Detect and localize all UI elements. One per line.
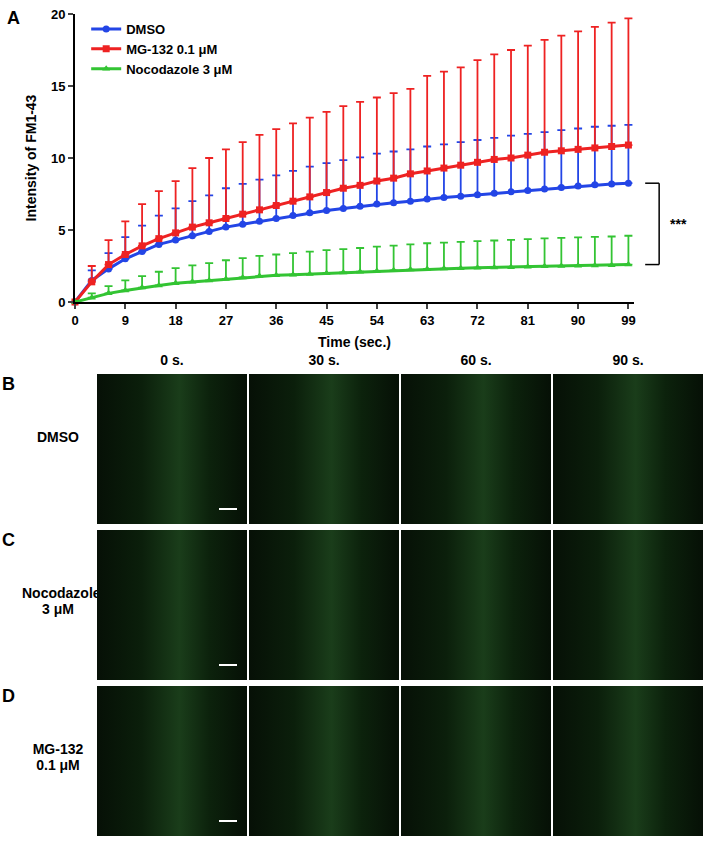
- svg-text:Nocodazole 3 μM: Nocodazole 3 μM: [126, 62, 232, 77]
- html-text:D: D: [2, 686, 15, 706]
- svg-text:45: 45: [319, 313, 333, 328]
- svg-text:9: 9: [122, 313, 129, 328]
- svg-text:Time (sec.): Time (sec.): [318, 334, 391, 350]
- svg-text:5: 5: [58, 223, 65, 238]
- html-text:60 s.: 60 s.: [460, 352, 492, 368]
- html-text:C: C: [2, 530, 15, 550]
- svg-text:DMSO: DMSO: [126, 22, 165, 37]
- html-text:B: B: [2, 374, 15, 394]
- svg-text:Intensity of FM1-43: Intensity of FM1-43: [23, 94, 39, 221]
- svg-text:81: 81: [521, 313, 535, 328]
- svg-text:10: 10: [51, 151, 65, 166]
- svg-text:27: 27: [219, 313, 233, 328]
- svg-text:A: A: [7, 8, 20, 28]
- html-text:DMSO: DMSO: [37, 429, 79, 445]
- svg-text:18: 18: [168, 313, 182, 328]
- html-text:30 s.: 30 s.: [308, 352, 340, 368]
- html-text:Nocodazole 3 μM: Nocodazole 3 μM: [22, 585, 101, 617]
- svg-text:***: ***: [670, 216, 687, 232]
- svg-text:20: 20: [51, 7, 65, 22]
- svg-text:72: 72: [470, 313, 484, 328]
- html-text:MG-132 0.1 μM: MG-132 0.1 μM: [32, 741, 84, 773]
- svg-text:MG-132 0.1 μM: MG-132 0.1 μM: [126, 42, 217, 57]
- svg-text:90: 90: [571, 313, 585, 328]
- svg-text:36: 36: [269, 313, 283, 328]
- svg-text:15: 15: [51, 79, 65, 94]
- svg-text:0: 0: [58, 295, 65, 310]
- svg-text:99: 99: [621, 313, 635, 328]
- svg-text:63: 63: [420, 313, 434, 328]
- svg-text:54: 54: [370, 313, 385, 328]
- svg-text:0: 0: [71, 313, 78, 328]
- html-text:0 s.: 0 s.: [160, 352, 184, 368]
- html-text:90 s.: 90 s.: [612, 352, 644, 368]
